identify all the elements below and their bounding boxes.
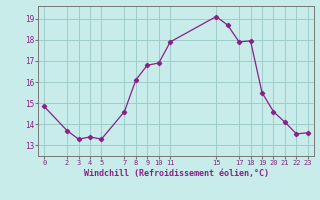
X-axis label: Windchill (Refroidissement éolien,°C): Windchill (Refroidissement éolien,°C) [84,169,268,178]
